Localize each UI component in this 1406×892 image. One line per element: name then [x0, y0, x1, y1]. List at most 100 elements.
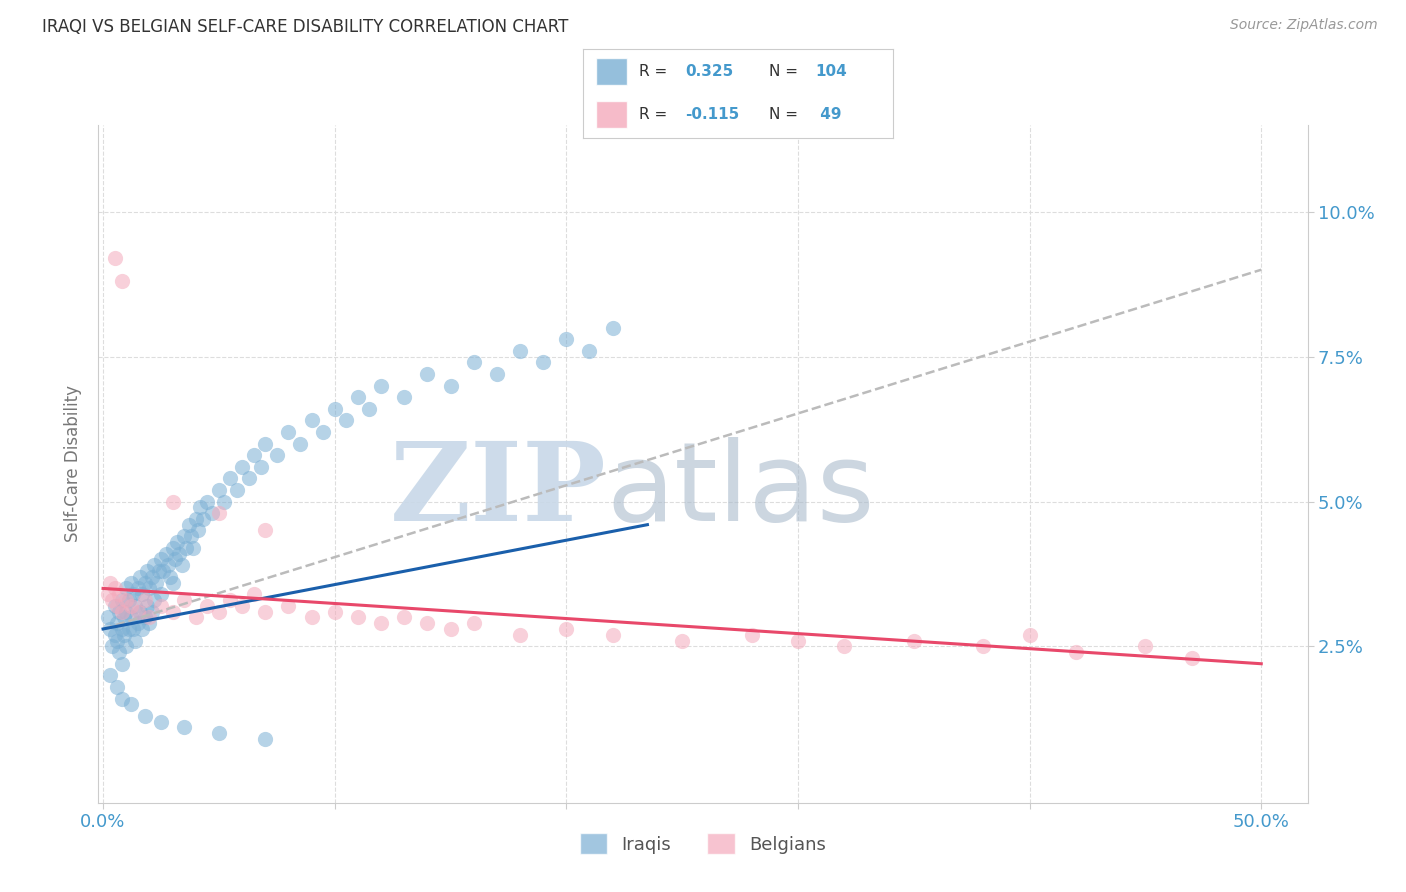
- Point: [110, 274, 132, 288]
- Point: [122, 622, 145, 636]
- Point: [110, 657, 132, 671]
- Point: [104, 582, 127, 596]
- Point: [208, 506, 231, 520]
- Point: [254, 524, 277, 538]
- Point: [226, 483, 249, 497]
- Point: [531, 355, 554, 369]
- Point: [254, 436, 277, 450]
- Point: [212, 494, 235, 508]
- Point: [463, 355, 485, 369]
- Point: [671, 633, 693, 648]
- Point: [208, 483, 231, 497]
- Point: [208, 605, 231, 619]
- Point: [370, 378, 392, 392]
- Point: [578, 343, 600, 358]
- Point: [115, 582, 138, 596]
- Point: [149, 552, 172, 566]
- Point: [602, 320, 624, 334]
- Point: [277, 599, 299, 613]
- Point: [110, 593, 132, 607]
- Point: [219, 593, 242, 607]
- Point: [127, 616, 149, 631]
- Point: [112, 610, 135, 624]
- Point: [141, 570, 163, 584]
- Point: [249, 459, 271, 474]
- Text: R =: R =: [640, 64, 672, 78]
- Bar: [596, 101, 627, 128]
- Point: [195, 494, 218, 508]
- Point: [134, 593, 156, 607]
- Point: [463, 616, 485, 631]
- Point: [509, 343, 531, 358]
- Point: [136, 599, 159, 613]
- Point: [184, 610, 207, 624]
- Point: [124, 633, 146, 648]
- Point: [1064, 645, 1087, 659]
- Point: [115, 605, 138, 619]
- Point: [903, 633, 925, 648]
- Point: [191, 512, 214, 526]
- Point: [159, 570, 181, 584]
- Point: [254, 605, 277, 619]
- Point: [108, 645, 131, 659]
- Point: [162, 605, 184, 619]
- Text: IRAQI VS BELGIAN SELF-CARE DISABILITY CORRELATION CHART: IRAQI VS BELGIAN SELF-CARE DISABILITY CO…: [42, 18, 568, 36]
- Point: [439, 378, 461, 392]
- Legend: Iraqis, Belgians: Iraqis, Belgians: [572, 826, 834, 862]
- Point: [97, 610, 120, 624]
- Point: [201, 506, 224, 520]
- Point: [277, 425, 299, 439]
- Text: 49: 49: [815, 107, 842, 121]
- Point: [392, 390, 415, 404]
- Point: [832, 640, 855, 654]
- Point: [301, 610, 323, 624]
- Point: [108, 605, 131, 619]
- Point: [416, 367, 439, 381]
- Point: [231, 459, 253, 474]
- Point: [152, 564, 174, 578]
- Text: R =: R =: [640, 107, 672, 121]
- Point: [162, 575, 184, 590]
- Point: [162, 494, 184, 508]
- Point: [238, 471, 260, 485]
- Point: [138, 616, 160, 631]
- Point: [101, 640, 124, 654]
- Point: [163, 552, 186, 566]
- Point: [131, 587, 153, 601]
- Point: [105, 616, 128, 631]
- Point: [136, 564, 159, 578]
- Point: [312, 425, 335, 439]
- Point: [176, 541, 198, 555]
- Point: [416, 616, 439, 631]
- Point: [301, 413, 323, 427]
- Point: [98, 622, 121, 636]
- Point: [187, 524, 209, 538]
- Point: [266, 448, 288, 462]
- Point: [787, 633, 810, 648]
- Point: [149, 599, 172, 613]
- Point: [195, 599, 218, 613]
- Point: [127, 605, 149, 619]
- Point: [359, 401, 381, 416]
- Point: [602, 628, 624, 642]
- Point: [972, 640, 994, 654]
- Point: [242, 448, 264, 462]
- Point: [138, 610, 160, 624]
- Point: [120, 599, 142, 613]
- Point: [219, 471, 242, 485]
- Point: [134, 709, 156, 723]
- Text: N =: N =: [769, 107, 803, 121]
- Point: [97, 587, 120, 601]
- Point: [1135, 640, 1157, 654]
- Point: [170, 558, 193, 573]
- Point: [162, 541, 184, 555]
- Text: ZIP: ZIP: [389, 437, 606, 544]
- Text: 104: 104: [815, 64, 848, 78]
- Point: [208, 726, 231, 740]
- Point: [122, 587, 145, 601]
- Point: [120, 610, 142, 624]
- Point: [1018, 628, 1040, 642]
- Point: [323, 605, 346, 619]
- Point: [141, 605, 163, 619]
- Point: [485, 367, 508, 381]
